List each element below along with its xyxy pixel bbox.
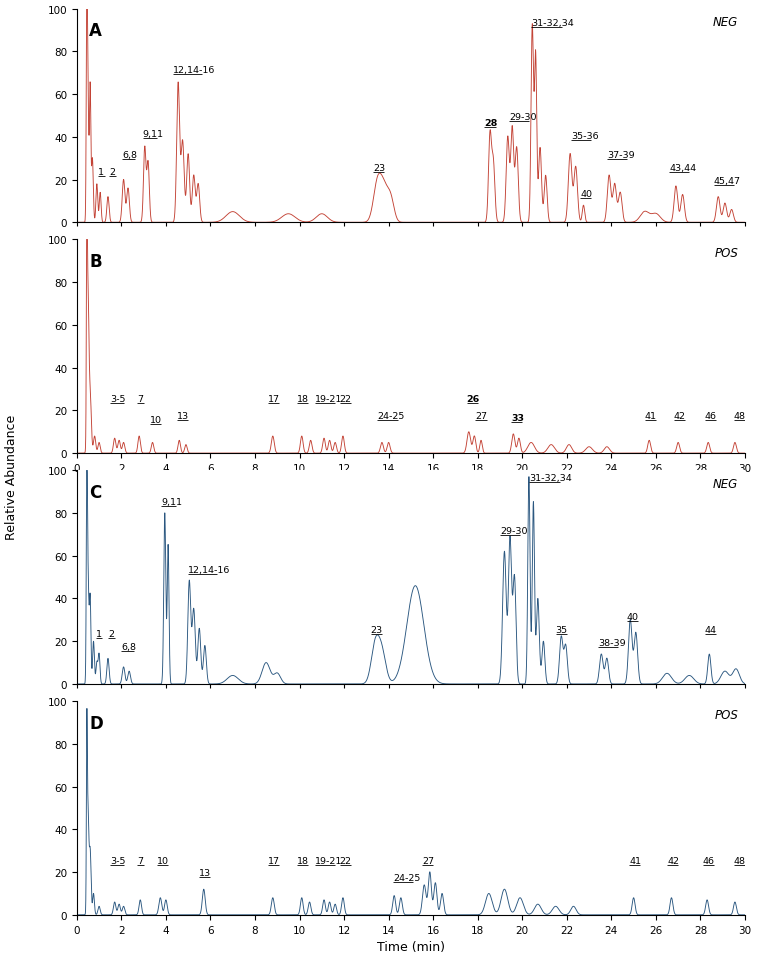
- Text: 43,44: 43,44: [669, 164, 697, 172]
- Text: 12,14-16: 12,14-16: [173, 66, 215, 74]
- Text: 6,8: 6,8: [121, 642, 137, 651]
- Text: 42: 42: [674, 412, 686, 420]
- Text: POS: POS: [714, 247, 738, 259]
- Text: 19-21: 19-21: [315, 395, 343, 403]
- Text: 44: 44: [705, 625, 717, 634]
- Text: 48: 48: [734, 856, 746, 864]
- Text: 1: 1: [96, 629, 101, 639]
- Text: 24-25: 24-25: [378, 412, 405, 420]
- Text: 35: 35: [556, 625, 568, 634]
- Text: 31-32,34: 31-32,34: [531, 19, 574, 28]
- Text: 2: 2: [109, 168, 115, 177]
- Text: 3-5: 3-5: [111, 395, 126, 403]
- Text: 40: 40: [627, 612, 639, 621]
- Text: 33: 33: [511, 414, 524, 423]
- Text: 28: 28: [485, 119, 498, 128]
- Text: 10: 10: [151, 416, 162, 425]
- Text: 18: 18: [297, 395, 310, 403]
- Text: 6,8: 6,8: [122, 152, 137, 160]
- Text: 17: 17: [268, 856, 280, 864]
- Text: 3-5: 3-5: [111, 856, 126, 864]
- Text: 29-30: 29-30: [500, 527, 528, 536]
- Text: A: A: [89, 22, 102, 40]
- Text: 22: 22: [339, 856, 352, 864]
- Text: 17: 17: [268, 395, 280, 403]
- Text: 27: 27: [422, 856, 434, 864]
- Text: 22: 22: [339, 395, 352, 403]
- Text: 46: 46: [703, 856, 715, 864]
- Text: 29-30: 29-30: [509, 112, 536, 122]
- Text: NEG: NEG: [713, 477, 738, 490]
- X-axis label: Time (min): Time (min): [377, 940, 445, 953]
- Text: 31-32,34: 31-32,34: [529, 474, 571, 482]
- Text: 27: 27: [475, 412, 488, 420]
- Text: 9,11: 9,11: [143, 130, 164, 139]
- Text: 13: 13: [200, 868, 211, 878]
- Text: 42: 42: [667, 856, 679, 864]
- Text: 23: 23: [373, 164, 385, 172]
- Text: 13: 13: [177, 412, 189, 420]
- Text: 10: 10: [157, 856, 169, 864]
- Text: 12,14-16: 12,14-16: [188, 565, 230, 575]
- X-axis label: Time (min): Time (min): [377, 479, 445, 492]
- Text: 35-36: 35-36: [571, 132, 599, 141]
- Text: C: C: [89, 483, 101, 501]
- Text: NEG: NEG: [713, 16, 738, 29]
- Text: 37-39: 37-39: [607, 152, 634, 160]
- Text: 2: 2: [108, 629, 114, 639]
- Text: 26: 26: [467, 395, 480, 403]
- Text: 40: 40: [580, 190, 592, 198]
- Text: 41: 41: [645, 412, 657, 420]
- Text: 9,11: 9,11: [161, 497, 183, 506]
- Text: 38-39: 38-39: [598, 638, 626, 647]
- Text: D: D: [89, 714, 103, 732]
- Text: 46: 46: [705, 412, 717, 420]
- Text: 7: 7: [137, 395, 143, 403]
- Text: 48: 48: [734, 412, 746, 420]
- Text: 24-25: 24-25: [393, 873, 420, 882]
- Text: B: B: [89, 253, 101, 271]
- Text: 7: 7: [137, 856, 143, 864]
- Text: 45,47: 45,47: [713, 176, 741, 186]
- Text: 41: 41: [629, 856, 641, 864]
- Text: Relative Abundance: Relative Abundance: [5, 414, 18, 539]
- Text: POS: POS: [714, 708, 738, 720]
- Text: 23: 23: [371, 625, 383, 634]
- Text: 1: 1: [98, 168, 104, 177]
- Text: 18: 18: [297, 856, 310, 864]
- Text: 19-21: 19-21: [315, 856, 343, 864]
